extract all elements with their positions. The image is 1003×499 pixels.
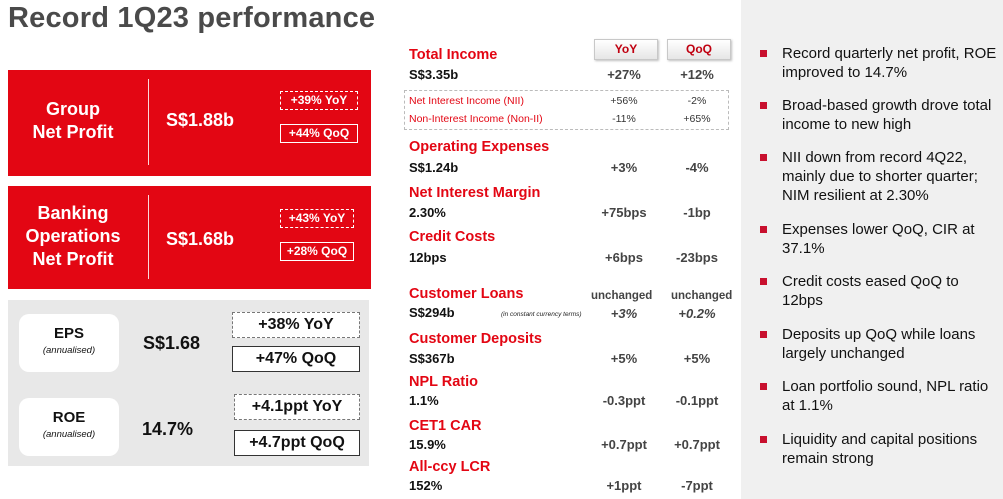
roe-qoq-chip: +4.7ppt QoQ (234, 430, 360, 456)
metric-name: Operating Expenses (409, 139, 550, 155)
roe-label: ROE (52, 409, 86, 426)
bullet-marker (760, 436, 767, 443)
metric-name: Credit Costs (409, 229, 496, 245)
metric-qoq: +5% (683, 351, 711, 366)
metric-name: All-ccy LCR (409, 459, 491, 475)
metric-yoy: +1ppt (606, 478, 642, 493)
group-qoq-chip: +44% QoQ (280, 124, 358, 143)
metric-yoy: +3% (610, 306, 638, 321)
metric-qoq: -23bps (676, 250, 718, 265)
eps-yoy-chip: +38% YoY (232, 312, 360, 338)
group-net-profit-panel: Group Net Profit S$1.88b +39% YoY +44% Q… (8, 70, 371, 176)
eps-label: EPS (53, 325, 84, 342)
metric-value: S$1.24b (409, 160, 459, 175)
col-header-yoy: YoY (594, 39, 658, 60)
bullet-marker (760, 278, 767, 285)
metric-yoy: +6bps (605, 250, 643, 265)
metric-yoy: +27% (607, 67, 641, 82)
bullet-text: Record quarterly net profit, ROE improve… (782, 45, 997, 81)
sub-metric-name: Net Interest Income (NII) (409, 95, 524, 107)
income-breakdown-box (404, 90, 729, 130)
banking-qoq-chip: +28% QoQ (280, 242, 354, 261)
eps-qoq-chip: +47% QoQ (232, 346, 360, 372)
bullet-text: NII down from record 4Q22, mainly due to… (782, 149, 978, 204)
metric-yoy: +5% (610, 351, 638, 366)
metric-yoy: +3% (610, 160, 638, 175)
group-yoy-chip: +39% YoY (280, 91, 358, 110)
metric-name: Customer Loans (409, 286, 524, 302)
metric-name: Customer Deposits (409, 331, 542, 347)
banking-ops-net-profit-panel: Banking Operations Net Profit S$1.68b +4… (8, 186, 371, 289)
group-net-profit-label: Group Net Profit (32, 99, 114, 142)
metric-value: 15.9% (409, 437, 446, 452)
metric-name: Total Income (409, 47, 498, 63)
roe-value: 14.7% (142, 419, 194, 439)
metric-value: S$3.35b (409, 67, 459, 82)
loans-yoy-caption: unchanged (591, 290, 653, 302)
metric-value: 1.1% (409, 393, 439, 408)
sub-metric-name: Non-Interest Income (Non-II) (409, 113, 543, 125)
metric-qoq: -7ppt (681, 478, 713, 493)
metric-qoq: -0.1ppt (675, 393, 719, 408)
metric-yoy: +0.7ppt (601, 437, 647, 452)
page-title: Record 1Q23 performance (8, 2, 376, 34)
divider (148, 79, 149, 165)
bullet-text: Credit costs eased QoQ to 12bps (782, 273, 959, 309)
roe-sub: (annualised) (42, 429, 96, 440)
constant-currency-note: (in constant currency terms) (501, 311, 582, 318)
bullet-marker (760, 154, 767, 161)
highlights-panel (741, 0, 1003, 499)
metric-qoq: -4% (685, 160, 709, 175)
banking-ops-value: S$1.68b (166, 229, 235, 249)
eps-value: S$1.68 (143, 333, 201, 353)
bullet-text: Expenses lower QoQ, CIR at 37.1% (782, 221, 975, 257)
metric-qoq: +0.2% (678, 306, 716, 321)
loans-qoq-caption: unchanged (671, 290, 733, 302)
metric-yoy: -0.3ppt (602, 393, 646, 408)
metric-value: 12bps (409, 250, 447, 265)
metric-name: CET1 CAR (409, 418, 482, 434)
divider (148, 195, 149, 279)
metric-value: S$367b (409, 351, 455, 366)
bullet-marker (760, 226, 767, 233)
metric-qoq: -1bp (683, 205, 711, 220)
bullet-text: Loan portfolio sound, NPL ratio at 1.1% (782, 378, 989, 414)
bullet-marker (760, 102, 767, 109)
eps-card: EPS (annualised) (19, 314, 119, 372)
bullet-marker (760, 331, 767, 338)
roe-yoy-chip: +4.1ppt YoY (234, 394, 360, 420)
bullet-text: Liquidity and capital positions remain s… (782, 431, 978, 467)
eps-sub: (annualised) (42, 345, 96, 356)
roe-card: ROE (annualised) (19, 398, 119, 456)
banking-yoy-chip: +43% YoY (280, 209, 354, 228)
sub-metric-yoy: -11% (612, 113, 636, 125)
sub-metric-qoq: -2% (687, 95, 707, 107)
bullet-marker (760, 383, 767, 390)
sub-metric-yoy: +56% (610, 95, 638, 107)
metric-yoy: +75bps (601, 205, 647, 220)
bullet-text: Deposits up QoQ while loans largely unch… (782, 326, 976, 362)
banking-ops-label: Banking Operations Net Profit (25, 203, 121, 269)
metric-name: Net Interest Margin (409, 185, 541, 201)
metric-qoq: +0.7ppt (674, 437, 720, 452)
metric-value: 2.30% (409, 205, 446, 220)
sub-metric-qoq: +65% (683, 113, 711, 125)
bullet-text: Broad-based growth drove total income to… (782, 97, 992, 133)
bullet-marker (760, 50, 767, 57)
metric-value: S$294b (409, 305, 455, 320)
metric-name: NPL Ratio (409, 374, 479, 390)
metric-value: 152% (409, 478, 443, 493)
col-header-qoq: QoQ (667, 39, 731, 60)
group-net-profit-value: S$1.88b (166, 110, 235, 130)
metric-qoq: +12% (680, 67, 714, 82)
